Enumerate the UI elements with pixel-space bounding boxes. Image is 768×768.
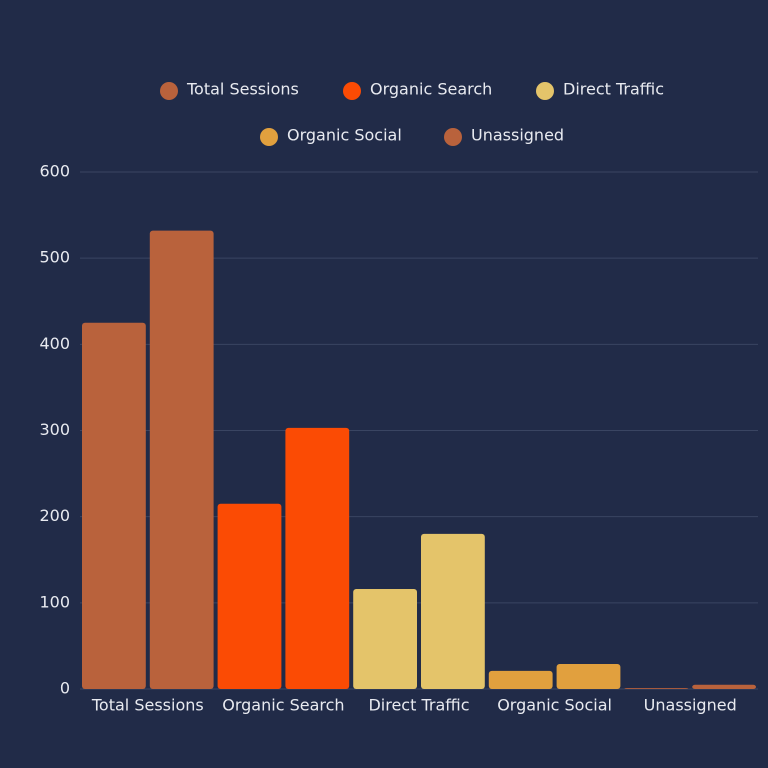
bar — [149, 230, 214, 690]
legend-label: Total Sessions — [186, 80, 299, 99]
legend-swatch — [160, 82, 178, 100]
legend-swatch — [444, 128, 462, 146]
bar — [285, 427, 350, 689]
bar — [421, 533, 485, 689]
bar — [353, 589, 417, 689]
legend-swatch — [536, 82, 554, 100]
bar — [82, 322, 146, 689]
y-tick-label: 200 — [39, 506, 70, 525]
x-tick-label: Organic Search — [222, 696, 344, 715]
y-tick-label: 500 — [39, 248, 70, 267]
x-tick-label: Total Sessions — [91, 696, 204, 715]
x-tick-label: Unassigned — [644, 696, 737, 715]
y-tick-label: 100 — [39, 592, 70, 611]
y-tick-label: 600 — [39, 162, 70, 181]
legend-label: Direct Traffic — [563, 80, 664, 99]
y-tick-label: 400 — [39, 334, 70, 353]
bar — [624, 688, 689, 689]
bar — [556, 664, 621, 689]
bar — [488, 670, 553, 689]
legend-swatch — [260, 128, 278, 146]
legend-label: Organic Social — [287, 126, 402, 145]
legend-swatch — [343, 82, 361, 100]
y-tick-label: 0 — [60, 679, 70, 698]
legend-label: Unassigned — [471, 126, 564, 145]
bar — [217, 503, 282, 689]
bar — [692, 684, 756, 689]
x-tick-label: Direct Traffic — [368, 696, 469, 715]
legend-label: Organic Search — [370, 80, 492, 99]
x-tick-label: Organic Social — [497, 696, 612, 715]
y-tick-label: 300 — [39, 420, 70, 439]
